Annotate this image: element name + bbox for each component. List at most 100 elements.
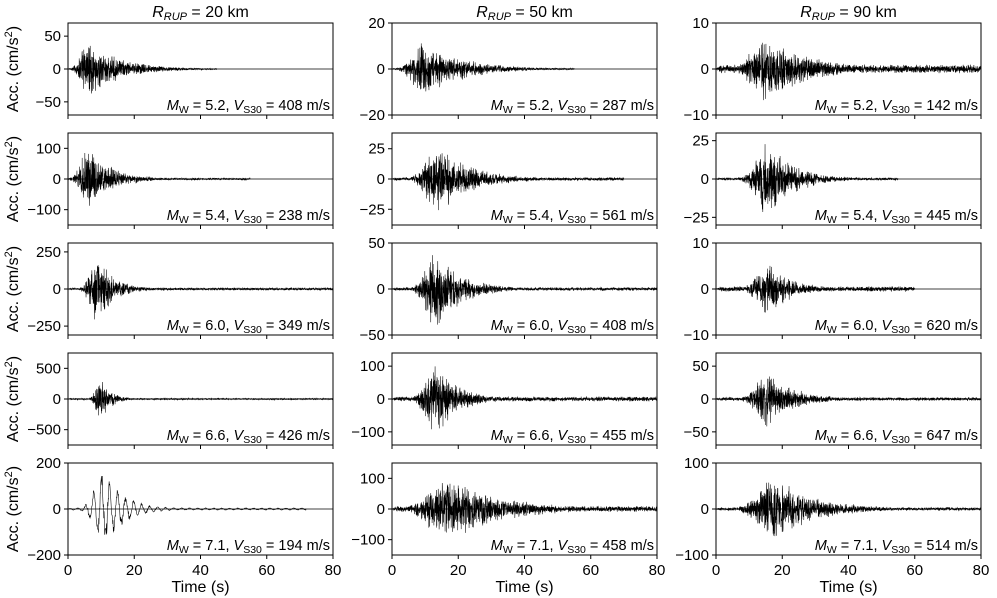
magnitude-vs30-annotation: MW = 5.4, VS30 = 561 m/s	[491, 208, 654, 226]
column-title: RRUP = 50 km	[476, 4, 573, 23]
waveform-series	[715, 42, 982, 101]
y-tick-label: −10	[684, 107, 709, 124]
panel-r1-c2: −20 0 20 MW = 5.2, VS30 = 287 m/s RRUP = 50 …	[360, 4, 658, 124]
magnitude-vs30-annotation: MW = 7.1, VS30 = 194 m/s	[167, 538, 330, 556]
waveform-series	[67, 381, 334, 416]
y-axis-label: Acc. (cm/s2)	[3, 466, 22, 552]
y-tick-label: 0	[377, 281, 385, 298]
waveform-series	[391, 43, 575, 92]
column-title: RRUP = 90 km	[800, 4, 897, 23]
waveform-series	[391, 366, 658, 430]
y-tick-label: −50	[684, 424, 709, 441]
y-tick-label: 0	[701, 61, 709, 78]
waveform-series	[67, 475, 307, 535]
x-tick-label: 80	[325, 562, 342, 579]
y-tick-label: −20	[360, 107, 385, 124]
y-tick-label: 0	[701, 171, 709, 188]
x-axis-label: Time (s)	[171, 579, 229, 596]
y-tick-label: 50	[44, 28, 61, 45]
y-tick-label: −25	[360, 201, 385, 218]
y-tick-label: 100	[36, 140, 61, 157]
magnitude-vs30-annotation: MW = 6.6, VS30 = 455 m/s	[491, 428, 654, 446]
waveform-series	[67, 265, 334, 320]
y-tick-label: 0	[377, 61, 385, 78]
waveform-series	[67, 45, 218, 94]
waveform-series	[715, 265, 915, 313]
panel-r3-c1: −250 0 250 MW = 6.0, VS30 = 349 m/s Acc. (cm…	[3, 242, 334, 339]
y-tick-label: −50	[360, 327, 385, 344]
x-tick-label: 40	[516, 562, 533, 579]
y-tick-label: 0	[53, 171, 61, 188]
y-tick-label: 25	[368, 141, 385, 158]
x-tick-label: 20	[126, 562, 143, 579]
magnitude-vs30-annotation: MW = 7.1, VS30 = 458 m/s	[491, 538, 654, 556]
panel-r3-c3: −10 0 10 MW = 6.0, VS30 = 620 m/s	[684, 235, 982, 344]
magnitude-vs30-annotation: MW = 5.2, VS30 = 142 m/s	[815, 98, 978, 116]
y-tick-label: 0	[701, 281, 709, 298]
y-axis-label: Acc. (cm/s2)	[3, 136, 22, 222]
y-tick-label: 25	[692, 133, 709, 150]
y-tick-label: 0	[377, 501, 385, 518]
magnitude-vs30-annotation: MW = 6.0, VS30 = 349 m/s	[167, 318, 330, 336]
magnitude-vs30-annotation: MW = 5.4, VS30 = 238 m/s	[167, 208, 330, 226]
y-tick-label: −250	[27, 318, 61, 335]
waveform-series	[715, 376, 982, 427]
x-tick-label: 80	[649, 562, 666, 579]
magnitude-vs30-annotation: MW = 6.0, VS30 = 620 m/s	[815, 318, 978, 336]
waveform-series	[391, 255, 658, 325]
panel-r4-c1: −500 0 500 MW = 6.6, VS30 = 426 m/s Acc. (cm…	[3, 352, 334, 449]
y-tick-label: 50	[692, 358, 709, 375]
panel-r2-c2: −25 0 25 MW = 5.4, VS30 = 561 m/s	[360, 132, 658, 229]
y-tick-label: −100	[351, 424, 385, 441]
waveform-series	[715, 144, 899, 213]
magnitude-vs30-annotation: MW = 6.0, VS30 = 408 m/s	[491, 318, 654, 336]
y-tick-label: 50	[368, 235, 385, 252]
y-tick-label: −100	[351, 532, 385, 549]
y-tick-label: −10	[684, 327, 709, 344]
y-tick-label: 0	[53, 281, 61, 298]
panel-r2-c3: −25 0 25 MW = 5.4, VS30 = 445 m/s	[684, 132, 982, 229]
y-tick-label: 100	[684, 455, 709, 472]
magnitude-vs30-annotation: MW = 5.2, VS30 = 408 m/s	[167, 98, 330, 116]
x-tick-label: 0	[712, 562, 720, 579]
y-tick-label: 0	[53, 501, 61, 518]
magnitude-vs30-annotation: MW = 6.6, VS30 = 426 m/s	[167, 428, 330, 446]
y-tick-label: 0	[53, 391, 61, 408]
y-tick-label: 20	[368, 15, 385, 32]
magnitude-vs30-annotation: MW = 7.1, VS30 = 514 m/s	[815, 538, 978, 556]
x-tick-label: 40	[192, 562, 209, 579]
panel-r4-c2: −100 0 100 MW = 6.6, VS30 = 455 m/s	[351, 352, 658, 449]
waveform-series	[391, 482, 658, 533]
waveform-series	[67, 153, 251, 206]
y-tick-label: −25	[684, 209, 709, 226]
y-tick-label: 100	[360, 358, 385, 375]
y-tick-label: 0	[377, 391, 385, 408]
y-tick-label: 100	[360, 470, 385, 487]
y-tick-label: −100	[675, 547, 709, 564]
y-tick-label: 0	[53, 61, 61, 78]
magnitude-vs30-annotation: MW = 6.6, VS30 = 647 m/s	[815, 428, 978, 446]
waveform-series	[391, 153, 625, 211]
panel-r4-c3: −50 0 50 MW = 6.6, VS30 = 647 m/s	[684, 352, 982, 449]
panel-r1-c1: −50 0 50 MW = 5.2, VS30 = 408 m/s RRUP = 20 …	[3, 4, 334, 119]
panel-r1-c3: −10 0 10 MW = 5.2, VS30 = 142 m/s RRUP = 90 …	[684, 4, 982, 124]
y-tick-label: 250	[36, 244, 61, 261]
waveform-series	[715, 482, 982, 537]
y-tick-label: 0	[377, 171, 385, 188]
column-title: RRUP = 20 km	[152, 4, 249, 23]
magnitude-vs30-annotation: MW = 5.2, VS30 = 287 m/s	[491, 98, 654, 116]
x-tick-label: 80	[973, 562, 990, 579]
panel-r3-c2: −50 0 50 MW = 6.0, VS30 = 408 m/s	[360, 235, 658, 344]
x-tick-label: 60	[906, 562, 923, 579]
y-tick-label: −500	[27, 422, 61, 439]
y-tick-label: 10	[692, 15, 709, 32]
y-axis-label: Acc. (cm/s2)	[3, 356, 22, 442]
y-tick-label: 10	[692, 235, 709, 252]
x-axis-label: Time (s)	[819, 579, 877, 596]
y-axis-label: Acc. (cm/s2)	[3, 26, 22, 112]
x-axis-label: Time (s)	[495, 579, 553, 596]
y-axis-label: Acc. (cm/s2)	[3, 246, 22, 332]
